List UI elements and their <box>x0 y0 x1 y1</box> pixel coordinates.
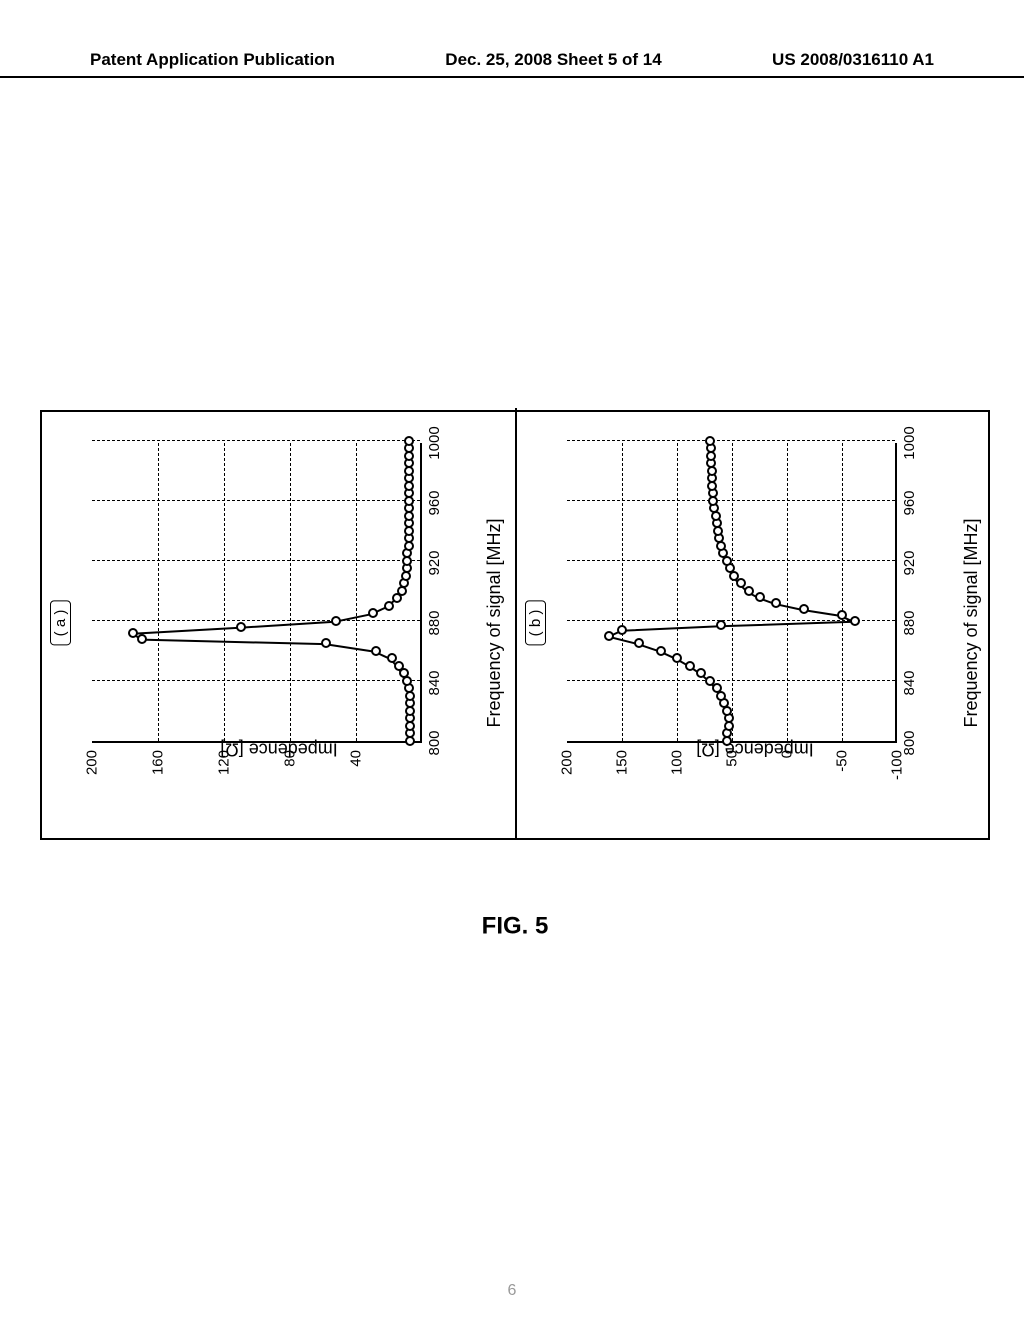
grid-line <box>224 443 225 741</box>
y-tick: 0 <box>779 750 796 790</box>
data-marker <box>321 639 331 649</box>
data-marker <box>137 634 147 644</box>
header-center: Dec. 25, 2008 Sheet 5 of 14 <box>445 50 661 70</box>
panel-a-ylabel: Impedence [Ω] <box>220 739 338 760</box>
grid-line <box>567 680 895 681</box>
panel-a-axes <box>92 443 422 743</box>
x-tick: 920 <box>901 550 918 575</box>
data-marker <box>384 601 394 611</box>
x-tick: 880 <box>901 610 918 635</box>
data-marker <box>705 676 715 686</box>
page-header: Patent Application Publication Dec. 25, … <box>0 50 1024 78</box>
panel-b-ylabel: Impedence [Ω] <box>696 739 814 760</box>
grid-line <box>92 560 420 561</box>
panel-b: ( b ) Impedence [Ω] Frequency of signal … <box>517 408 992 838</box>
header-right: US 2008/0316110 A1 <box>772 50 934 70</box>
panel-b-tag: ( b ) <box>525 601 546 646</box>
y-tick: 160 <box>150 750 167 790</box>
x-tick: 1000 <box>426 426 443 459</box>
y-tick: -100 <box>889 750 906 790</box>
data-marker <box>617 625 627 635</box>
data-marker <box>716 621 726 631</box>
figure-5: FIG. 5 ( a ) Impedence [Ω] Frequency of … <box>40 410 990 840</box>
data-marker <box>331 616 341 626</box>
grid-line <box>290 443 291 741</box>
x-tick: 960 <box>426 490 443 515</box>
data-marker <box>634 639 644 649</box>
y-tick: 80 <box>282 750 299 790</box>
data-marker <box>712 684 722 694</box>
grid-line <box>158 443 159 741</box>
x-tick: 1000 <box>901 426 918 459</box>
x-tick: 840 <box>426 670 443 695</box>
grid-line <box>567 440 895 441</box>
data-marker <box>837 610 847 620</box>
panel-b-line <box>567 443 895 741</box>
data-marker <box>755 592 765 602</box>
panels-frame: ( a ) Impedence [Ω] Frequency of signal … <box>40 410 990 840</box>
figure-title: FIG. 5 <box>482 913 549 941</box>
grid-line <box>842 443 843 741</box>
panel-a-line <box>92 443 420 741</box>
grid-line <box>622 443 623 741</box>
x-tick: 840 <box>901 670 918 695</box>
data-marker <box>771 598 781 608</box>
x-tick: 920 <box>426 550 443 575</box>
panel-b-xlabel: Frequency of signal [MHz] <box>961 518 982 727</box>
grid-line <box>677 443 678 741</box>
data-marker <box>394 661 404 671</box>
grid-line <box>92 620 420 621</box>
panel-a-xlabel: Frequency of signal [MHz] <box>484 518 505 727</box>
data-marker <box>236 622 246 632</box>
data-marker <box>850 616 860 626</box>
data-marker <box>404 436 414 446</box>
grid-line <box>92 680 420 681</box>
y-tick: 40 <box>348 750 365 790</box>
y-tick: 50 <box>724 750 741 790</box>
data-marker <box>696 669 706 679</box>
data-marker <box>736 579 746 589</box>
y-tick: 200 <box>84 750 101 790</box>
y-tick: 120 <box>216 750 233 790</box>
grid-line <box>567 620 895 621</box>
data-marker <box>685 661 695 671</box>
y-tick: 200 <box>559 750 576 790</box>
y-tick: -50 <box>834 750 851 790</box>
data-marker <box>656 646 666 656</box>
y-tick: 150 <box>614 750 631 790</box>
data-marker <box>604 631 614 641</box>
grid-line <box>732 443 733 741</box>
panel-a: ( a ) Impedence [Ω] Frequency of signal … <box>42 408 517 838</box>
data-marker <box>368 609 378 619</box>
data-marker <box>371 646 381 656</box>
grid-line <box>567 500 895 501</box>
data-marker <box>744 586 754 596</box>
header-left: Patent Application Publication <box>90 50 335 70</box>
panel-a-tag: ( a ) <box>50 601 71 646</box>
data-marker <box>672 654 682 664</box>
grid-line <box>92 440 420 441</box>
grid-line <box>787 443 788 741</box>
data-marker <box>705 436 715 446</box>
data-marker <box>799 604 809 614</box>
grid-line <box>356 443 357 741</box>
page-number: 6 <box>508 1282 517 1300</box>
data-marker <box>387 654 397 664</box>
grid-line <box>92 500 420 501</box>
y-tick: 100 <box>669 750 686 790</box>
x-tick: 960 <box>901 490 918 515</box>
x-tick: 800 <box>426 730 443 755</box>
panel-b-axes <box>567 443 897 743</box>
x-tick: 880 <box>426 610 443 635</box>
data-marker <box>128 628 138 638</box>
